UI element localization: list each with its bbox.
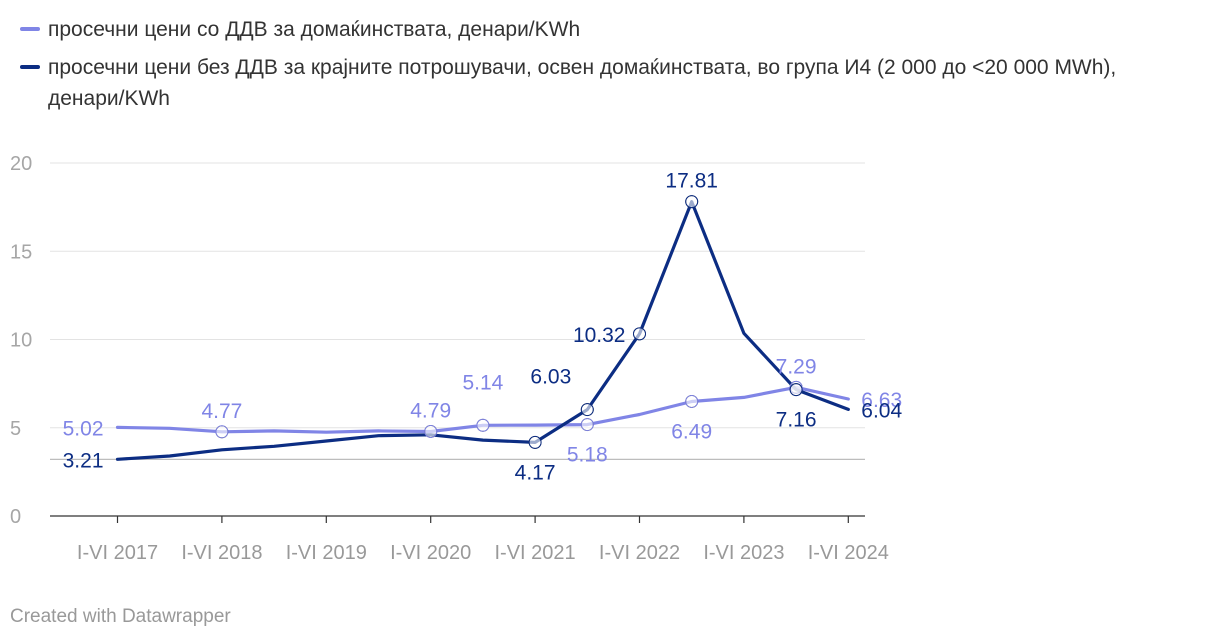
data-label-0-13: 7.29	[776, 355, 817, 378]
point-marker-ring-2	[424, 424, 438, 438]
data-label-1-14: 6.04	[861, 399, 902, 422]
point-marker-ring-5	[685, 394, 699, 408]
legend-label-households: просечни цени со ДДВ за домаќинствата, д…	[48, 18, 581, 41]
y-tick-label-0: 0	[10, 506, 21, 528]
y-tick-label-10: 10	[10, 330, 32, 352]
x-tick-label-7: I-VI 2024	[808, 542, 889, 564]
data-label-0-7: 5.14	[462, 371, 503, 394]
y-tick-label-5: 5	[10, 418, 21, 440]
point-marker-ring-3	[476, 418, 490, 432]
point-marker-ring-10	[580, 403, 594, 417]
data-label-1-8: 4.17	[515, 461, 556, 484]
x-tick-label-3: I-VI 2020	[390, 542, 471, 564]
data-label-1-9: 6.03	[530, 366, 571, 389]
data-label-1-11: 17.81	[665, 170, 718, 193]
legend-item-non-households: просечни цени без ДДВ за крајните потрош…	[20, 52, 1190, 114]
point-marker-ring-9	[528, 435, 542, 449]
data-label-1-10: 10.32	[573, 324, 626, 347]
point-marker-ring-11	[633, 327, 646, 341]
point-marker-ring-13	[789, 383, 803, 397]
footer-credit: Created with Datawrapper	[10, 606, 231, 627]
legend-item-households: просечни цени со ДДВ за домаќинствата, д…	[20, 14, 1190, 45]
x-tick-label-2: I-VI 2019	[286, 542, 367, 564]
data-label-0-14: 6.63	[861, 389, 902, 412]
data-label-0-0: 5.02	[63, 417, 104, 440]
point-marker-ring-1	[215, 425, 229, 439]
data-label-1-13: 7.16	[776, 409, 817, 432]
x-tick-label-0: I-VI 2017	[77, 542, 158, 564]
data-label-1-0: 3.21	[63, 449, 104, 472]
point-marker-ring-4	[580, 418, 594, 432]
series-line-1	[115, 200, 850, 461]
x-tick-label-1: I-VI 2018	[181, 542, 262, 564]
x-tick-label-6: I-VI 2023	[703, 542, 784, 564]
y-tick-label-20: 20	[10, 153, 32, 175]
data-label-0-9: 5.18	[567, 444, 608, 467]
x-tick-label-4: I-VI 2021	[495, 542, 576, 564]
legend: просечни цени со ДДВ за домаќинствата, д…	[20, 14, 1190, 114]
legend-label-non-households: просечни цени без ДДВ за крајните потрош…	[48, 56, 1117, 110]
data-label-0-11: 6.49	[671, 420, 712, 443]
point-marker-ring-12	[685, 195, 699, 209]
legend-swatch-households	[20, 27, 40, 31]
y-tick-label-15: 15	[10, 241, 32, 263]
data-label-0-2: 4.77	[201, 400, 242, 423]
x-tick-label-5: I-VI 2022	[599, 542, 680, 564]
data-label-0-6: 4.79	[410, 399, 451, 422]
legend-swatch-non-households	[20, 65, 40, 69]
